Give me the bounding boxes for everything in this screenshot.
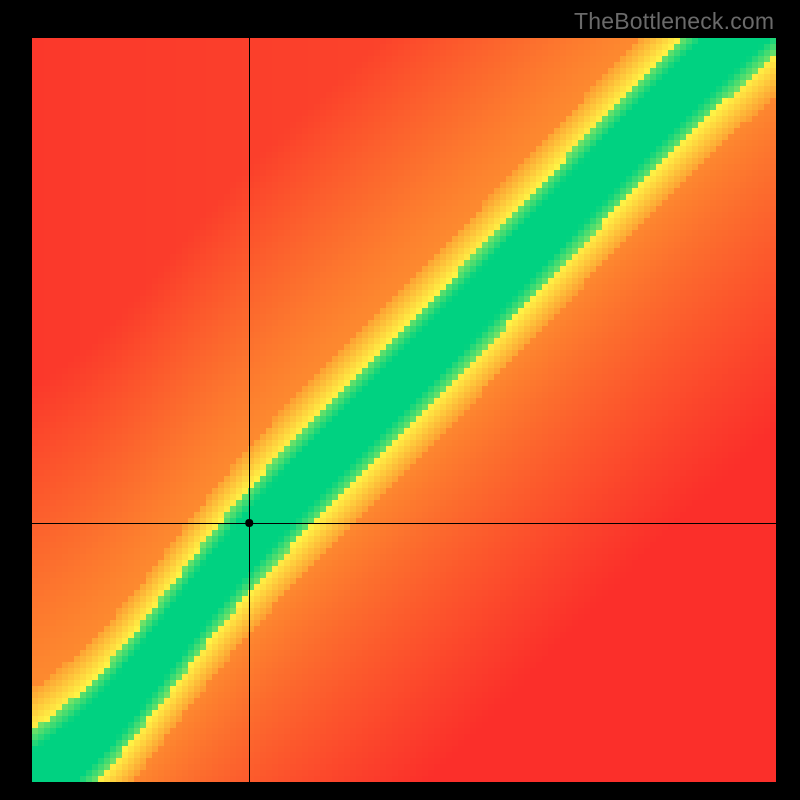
watermark-text: TheBottleneck.com <box>574 8 774 35</box>
bottleneck-heatmap-canvas <box>0 0 800 800</box>
